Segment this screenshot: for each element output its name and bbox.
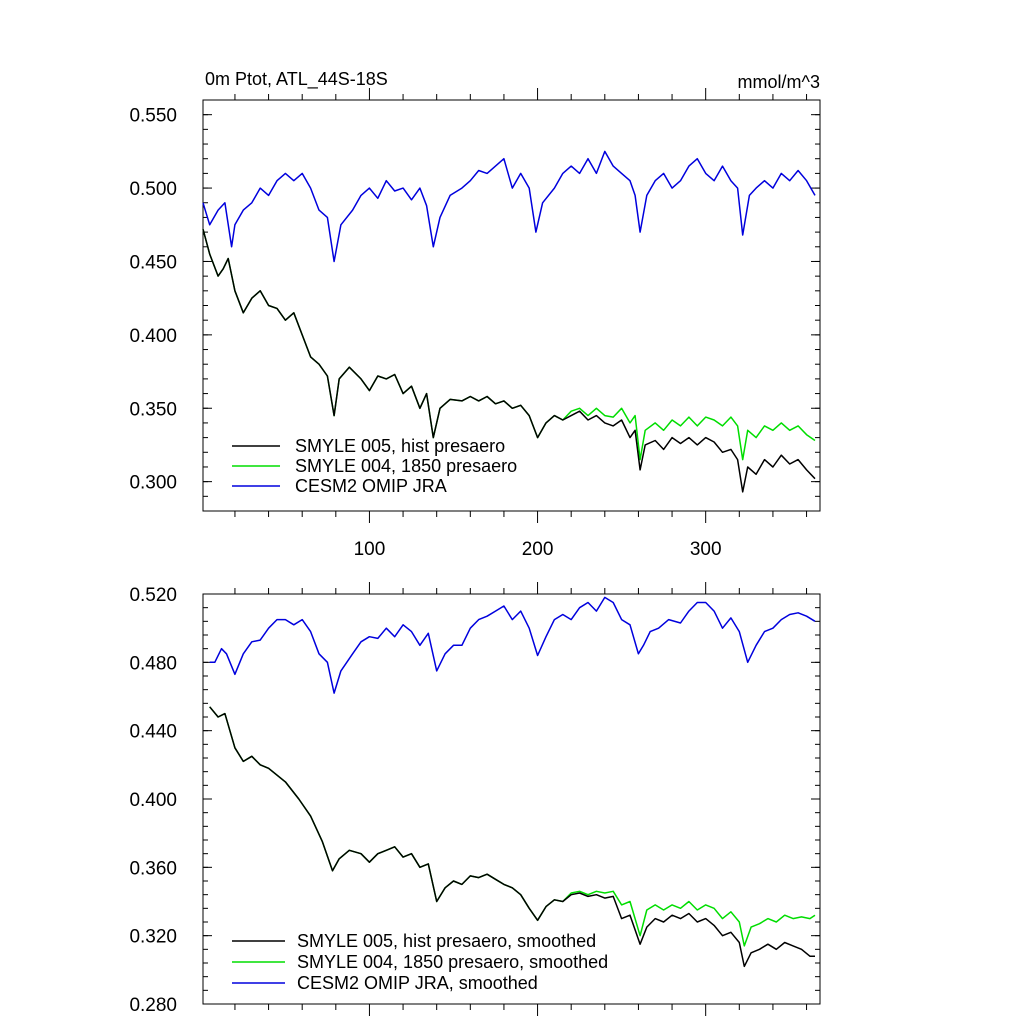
y-tick-label: 0.550 <box>129 106 177 127</box>
legend-label: SMYLE 005, hist presaero <box>295 436 505 456</box>
tick-group: 0.280 0.320 0.360 0.400 0.440 0.480 0.520 <box>129 582 820 1016</box>
y-tick-label: 0.440 <box>129 722 177 743</box>
legend-label: SMYLE 004, 1850 presaero <box>295 456 517 476</box>
series-line <box>209 706 815 968</box>
tick-group: 0.300 0.350 0.400 0.450 0.500 0.550 100 200 300 <box>129 88 820 560</box>
x-tick-label: 300 <box>690 539 722 560</box>
y-tick-label: 0.400 <box>129 790 177 811</box>
x-tick-label: 100 <box>354 539 386 560</box>
top-chart-panel: 0m Ptot, ATL_44S-18S mmol/m^3 0.300 0.350… <box>129 69 821 560</box>
legend-label: SMYLE 005, hist presaero, smoothed <box>297 931 596 951</box>
x-tick-label: 200 <box>522 539 554 560</box>
chart-title: 0m Ptot, ATL_44S-18S <box>205 69 388 90</box>
series-line <box>202 229 816 461</box>
series-lines <box>202 150 816 493</box>
y-tick-label: 0.480 <box>129 653 177 674</box>
series-line <box>209 596 816 694</box>
legend-label: SMYLE 004, 1850 presaero, smoothed <box>297 952 608 972</box>
y-tick-label: 0.350 <box>129 399 177 420</box>
series-line <box>202 150 816 263</box>
y-tick-label: 0.280 <box>129 995 177 1016</box>
bottom-chart-panel: 0.280 0.320 0.360 0.400 0.440 0.480 0.520 SMYL… <box>129 582 821 1016</box>
y-tick-label: 0.450 <box>129 252 177 273</box>
series-lines <box>209 596 816 968</box>
y-tick-label: 0.320 <box>129 927 177 948</box>
y-tick-label: 0.300 <box>129 473 177 494</box>
y-tick-label: 0.360 <box>129 858 177 879</box>
y-tick-label: 0.500 <box>129 179 177 200</box>
series-line <box>209 706 816 947</box>
legend-label: CESM2 OMIP JRA, smoothed <box>297 973 538 993</box>
y-tick-label: 0.520 <box>129 585 177 606</box>
legend: SMYLE 005, hist presaero, smoothedSMYLE … <box>232 931 608 993</box>
units-label: mmol/m^3 <box>738 72 820 92</box>
y-tick-label: 0.400 <box>129 326 177 347</box>
series-line <box>202 229 816 493</box>
legend-label: CESM2 OMIP JRA <box>295 476 447 496</box>
